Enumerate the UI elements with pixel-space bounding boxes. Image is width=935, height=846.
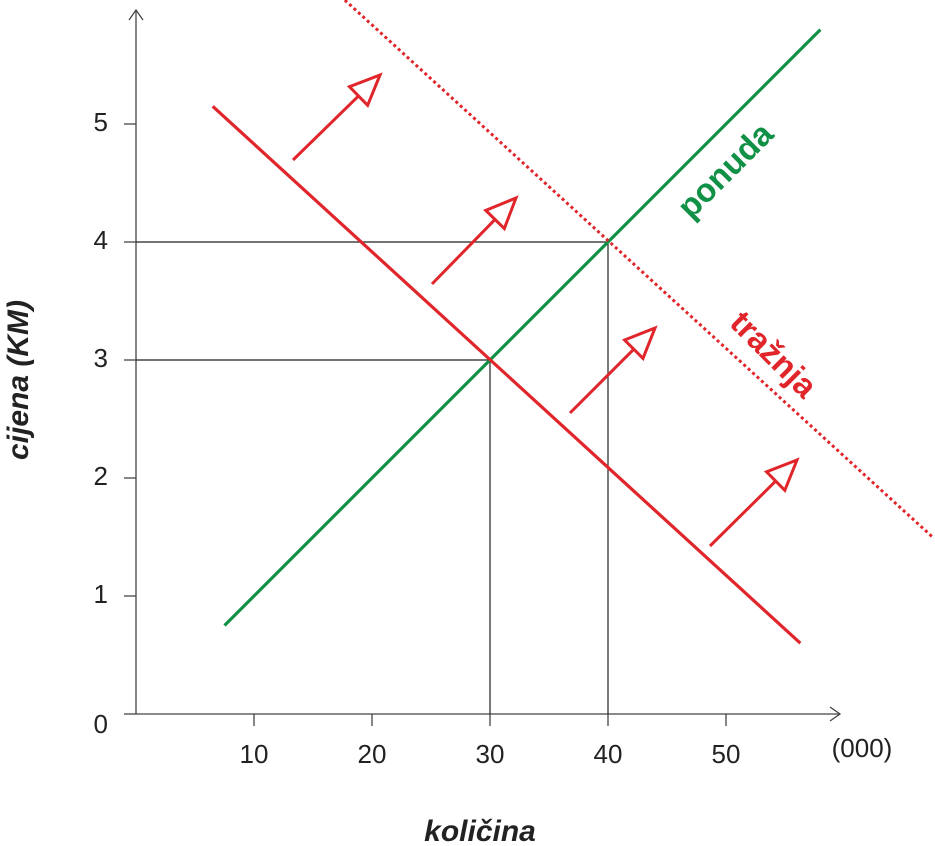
x-tick-label: 40 [594,739,623,769]
shift-arrow [708,457,800,548]
y-axis-arrow [128,8,144,21]
x-tick-label: 50 [712,739,741,769]
x-tick-label: 30 [476,739,505,769]
shift-arrow [568,325,658,415]
y-tick-label: 0 [94,709,108,739]
series-line [211,105,802,645]
y-axis-title: cijena (KM) [2,300,35,460]
x-tick-label: 20 [358,739,387,769]
shift-arrow [291,72,383,162]
y-tick-label: 3 [94,343,108,373]
x-unit: (000) [832,733,893,763]
y-tick-label: 2 [94,461,108,491]
x-tick-label: 10 [240,739,269,769]
series-line [343,0,934,539]
y-tick-label: 1 [94,579,108,609]
curve-label: tražnja [723,303,825,405]
series-line [223,28,822,627]
shift-arrow [430,195,519,286]
curve-label: ponuda [670,114,781,225]
y-tick-label: 4 [94,225,108,255]
x-axis-arrow [829,706,842,722]
y-tick-label: 5 [94,107,108,137]
x-axis-title: količina [424,815,536,846]
